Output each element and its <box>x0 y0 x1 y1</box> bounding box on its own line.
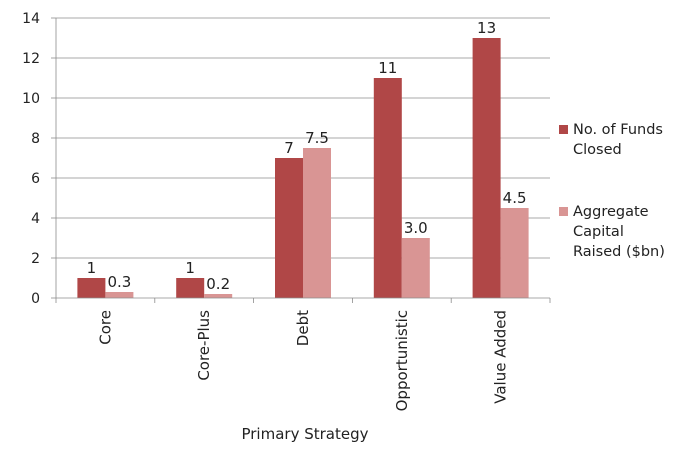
bar-funds-closed <box>176 278 205 298</box>
y-tick-label: 6 <box>31 171 40 187</box>
x-category-label: Value Added <box>492 310 510 404</box>
x-axis-title: Primary Strategy <box>241 425 369 443</box>
axes: 0 2 4 6 8 10 12 14 Core Core-Plus Debt Opportunisti… <box>22 11 551 411</box>
y-tick-label: 10 <box>22 91 40 107</box>
data-label: 3.0 <box>404 219 428 237</box>
legend-label-capital-raised: Aggregate Capital Raised ($bn) <box>573 202 665 262</box>
legend-line: Raised ($bn) <box>573 244 665 260</box>
bar-funds-closed <box>77 278 106 298</box>
legend-item-capital-raised: Aggregate Capital Raised ($bn) <box>559 202 681 262</box>
bars <box>77 38 529 298</box>
legend-line: No. of Funds <box>573 122 663 138</box>
y-tick-label: 4 <box>31 211 40 227</box>
legend-line: Capital <box>573 224 624 240</box>
data-label: 4.5 <box>503 189 527 207</box>
data-labels: 1 0.3 1 0.2 7 7.5 11 3.0 13 4.5 <box>87 19 527 293</box>
legend-swatch-funds-closed <box>559 125 568 134</box>
legend: No. of Funds Closed Aggregate Capital Ra… <box>559 120 681 304</box>
data-label: 13 <box>477 19 496 37</box>
bar-capital-raised <box>401 238 430 298</box>
y-tick-label: 12 <box>22 51 40 67</box>
data-label: 7 <box>284 139 294 157</box>
data-label: 11 <box>378 59 397 77</box>
bar-capital-raised <box>500 208 529 298</box>
x-category-label: Core-Plus <box>195 310 213 381</box>
legend-item-funds-closed: No. of Funds Closed <box>559 120 681 160</box>
legend-label-funds-closed: No. of Funds Closed <box>573 120 663 160</box>
bar-capital-raised <box>303 148 331 298</box>
data-label: 0.2 <box>206 275 230 293</box>
data-label: 1 <box>185 259 195 277</box>
bar-capital-raised <box>204 294 233 298</box>
legend-line: Closed <box>573 142 622 158</box>
bar-capital-raised <box>105 292 134 298</box>
y-tick-label: 0 <box>31 291 40 307</box>
x-category-label: Opportunistic <box>393 310 411 411</box>
legend-swatch-capital-raised <box>559 207 568 216</box>
y-tick-label: 8 <box>31 131 40 147</box>
x-category-label: Debt <box>294 310 312 346</box>
bar-funds-closed <box>275 158 303 298</box>
bar-funds-closed <box>472 38 501 298</box>
legend-line: Aggregate <box>573 204 649 220</box>
data-label: 1 <box>87 259 97 277</box>
bar-funds-closed <box>373 78 402 298</box>
data-label: 0.3 <box>107 273 131 291</box>
y-tick-label: 14 <box>22 11 40 27</box>
y-tick-label: 2 <box>31 251 40 267</box>
x-category-label: Core <box>96 310 114 345</box>
data-label: 7.5 <box>305 129 329 147</box>
